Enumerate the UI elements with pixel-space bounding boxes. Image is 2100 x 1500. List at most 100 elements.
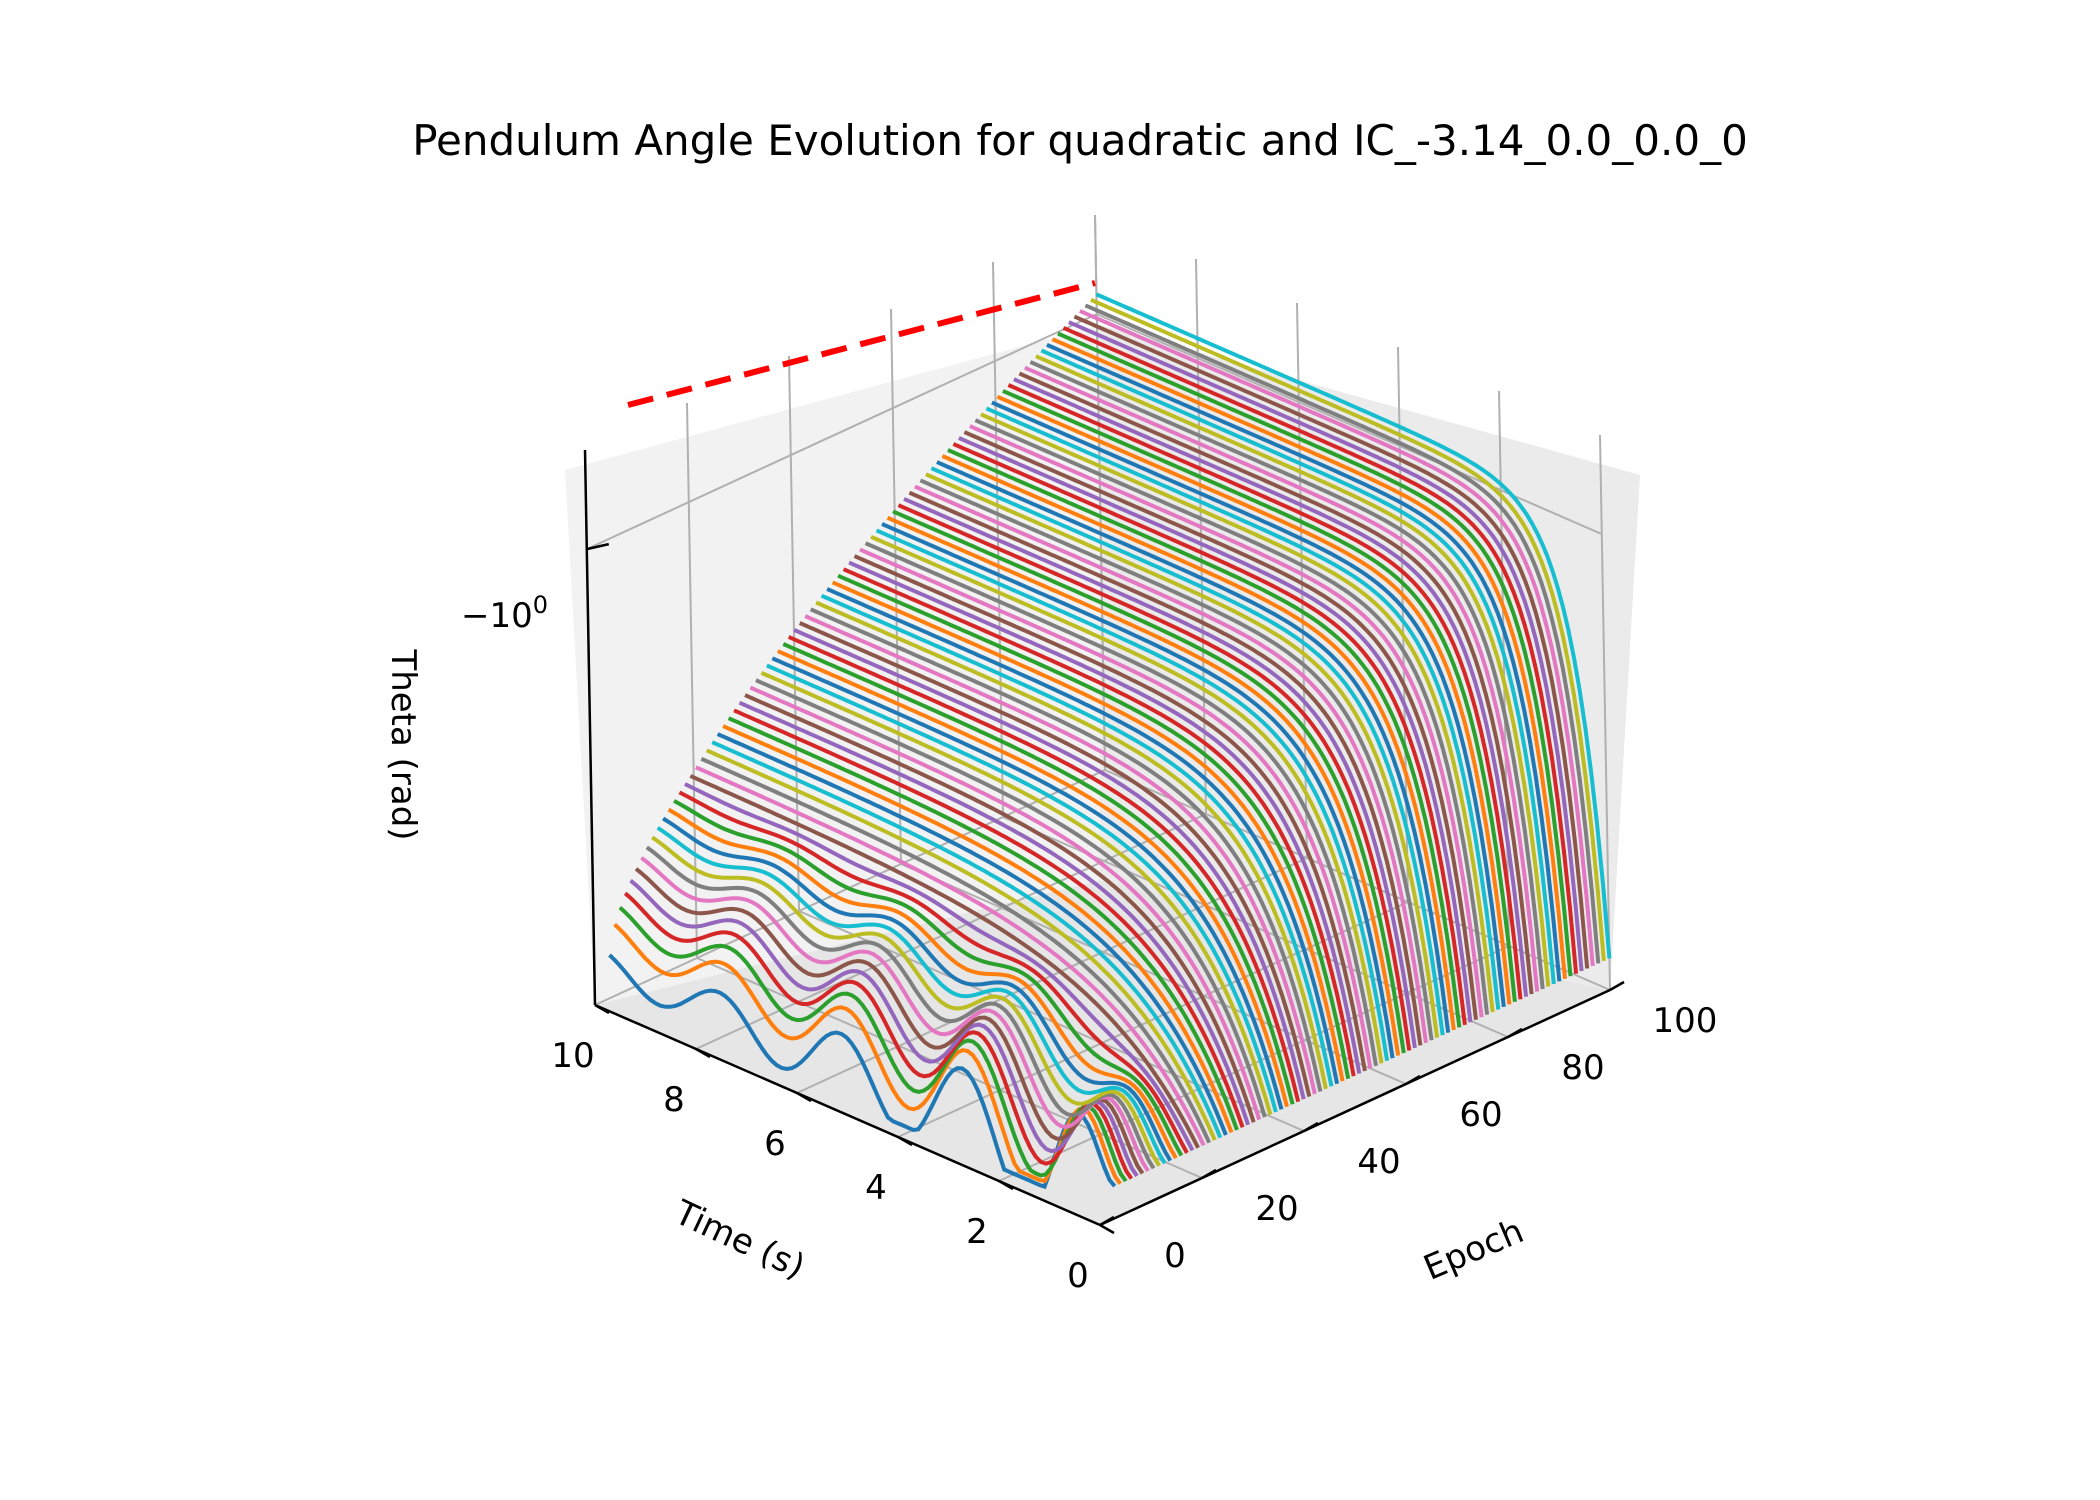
series-line: [634, 867, 1145, 1175]
series-line: [744, 693, 1256, 1123]
series-line: [892, 509, 1406, 1054]
series-line: [1062, 326, 1579, 974]
svg-text:−100: −100: [461, 591, 548, 636]
series-line: [689, 774, 1200, 1149]
series-line: [645, 845, 1156, 1170]
series-line: [903, 497, 1417, 1049]
series-line: [629, 879, 1139, 1178]
series-line: [1073, 314, 1590, 969]
series-line: [875, 528, 1390, 1062]
series-line: [1040, 348, 1556, 985]
y-tick-label: 0: [1164, 1236, 1186, 1276]
x-tick-label: 6: [764, 1124, 786, 1164]
series-line: [864, 541, 1378, 1067]
series-line: [1095, 292, 1612, 959]
series-line: [722, 724, 1234, 1134]
series-line: [749, 685, 1262, 1121]
series-line: [618, 906, 1128, 1183]
series-line: [766, 663, 1278, 1113]
series-line: [886, 515, 1401, 1056]
series-line: [695, 765, 1206, 1147]
series-line: [1046, 342, 1562, 982]
series-line: [705, 748, 1217, 1141]
x-tick-label: 4: [865, 1168, 887, 1208]
series-line: [1057, 331, 1573, 977]
series-line: [793, 628, 1306, 1100]
series-line: [656, 826, 1167, 1165]
series-line: [1029, 360, 1545, 990]
series-line: [831, 580, 1345, 1082]
y-axis-label: Epoch: [1418, 1211, 1529, 1288]
x-axis-label: Time (s): [668, 1192, 811, 1287]
series-line: [947, 448, 1462, 1028]
series-line: [908, 490, 1423, 1046]
chart-title: Pendulum Angle Evolution for quadratic a…: [412, 116, 1748, 165]
series-line: [782, 642, 1295, 1105]
series-line: [700, 756, 1212, 1144]
series-line: [985, 406, 1501, 1010]
series-line: [1090, 297, 1606, 961]
series-line: [798, 621, 1312, 1098]
series-line: [958, 436, 1473, 1023]
series-line: [608, 953, 1117, 1190]
series-line: [738, 700, 1250, 1126]
y-tick-label: 40: [1357, 1142, 1400, 1182]
series-line: [755, 678, 1267, 1118]
series-line: [771, 656, 1284, 1110]
y-tick-label: 80: [1561, 1048, 1604, 1088]
series-line: [974, 418, 1490, 1015]
series-line: [716, 732, 1228, 1136]
series-line: [1024, 365, 1540, 992]
series-line: [651, 835, 1161, 1167]
series-line: [826, 587, 1340, 1085]
series-line: [1018, 371, 1534, 995]
series-line: [673, 799, 1184, 1157]
series-line: [842, 567, 1356, 1077]
x-tick-label: 2: [966, 1212, 988, 1252]
series-line: [1013, 377, 1529, 997]
series-line: [980, 412, 1495, 1013]
series-line: [733, 708, 1245, 1128]
series-line: [996, 394, 1512, 1005]
series-line: [859, 547, 1373, 1069]
series-line: [919, 478, 1434, 1041]
series-line: [963, 430, 1478, 1021]
series-line: [969, 424, 1484, 1018]
series-line: [1068, 320, 1584, 972]
series-line: [662, 816, 1173, 1162]
series-line: [678, 790, 1189, 1154]
series-line: [711, 740, 1223, 1139]
series-line: [815, 600, 1328, 1090]
series-line: [613, 922, 1122, 1185]
series-line: [1079, 309, 1595, 967]
series-line: [727, 716, 1239, 1131]
series-line: [930, 466, 1445, 1036]
series-line: [684, 782, 1195, 1152]
series-line: [640, 856, 1150, 1172]
series-line: [837, 573, 1351, 1080]
series-lines: [608, 292, 1612, 1190]
series-line: [776, 649, 1289, 1108]
series-line: [1007, 383, 1523, 1000]
series-line: [897, 503, 1412, 1051]
series-line: [667, 807, 1178, 1160]
z-tick-label-text: −10: [461, 596, 533, 636]
series-line: [1051, 337, 1567, 979]
series-line: [941, 454, 1456, 1031]
series-line: [820, 593, 1334, 1087]
z-axis-label: Theta (rad): [383, 648, 423, 840]
series-line: [870, 534, 1384, 1064]
z-tick-exponent: 0: [533, 591, 548, 619]
series-line: [914, 484, 1428, 1044]
x-tick-label: 0: [1067, 1256, 1089, 1296]
series-line: [1084, 303, 1601, 964]
series-line: [623, 891, 1134, 1180]
x-tick-label: 8: [663, 1080, 685, 1120]
series-line: [848, 560, 1362, 1074]
series-line: [881, 522, 1395, 1059]
y-tick-label: 100: [1653, 1001, 1718, 1041]
reference-line: [627, 280, 1096, 408]
series-line: [787, 635, 1301, 1103]
